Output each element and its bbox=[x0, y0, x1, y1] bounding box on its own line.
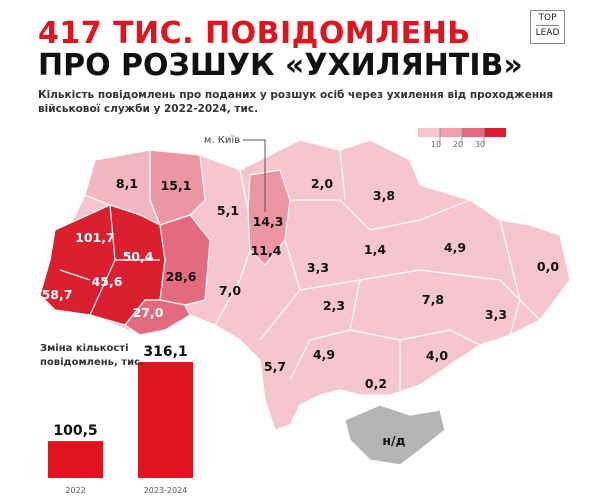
region-kyiv bbox=[247, 169, 291, 266]
region-value-label: 45,6 bbox=[92, 274, 123, 289]
legend-swatch bbox=[418, 128, 440, 137]
bar-category-label: 2022 bbox=[65, 486, 85, 495]
kyiv-callout-line bbox=[243, 139, 266, 212]
region-value-label: 101,7 bbox=[75, 230, 115, 245]
bar-2022 bbox=[48, 441, 103, 478]
legend-tick-label: 30 bbox=[475, 140, 485, 149]
region-border bbox=[59, 269, 91, 281]
bar-category-label: 2023-2024 bbox=[144, 486, 188, 495]
region-value-label: 4,0 bbox=[426, 348, 448, 363]
logo-top: TOP bbox=[538, 13, 557, 23]
region-value-label: 28,6 bbox=[166, 269, 197, 284]
region-chernivtsi bbox=[124, 299, 191, 336]
legend: 10 20 30 bbox=[418, 128, 506, 149]
region-value-label: н/д bbox=[382, 433, 405, 448]
subtitle: Кількість повідомлень про поданих у розш… bbox=[38, 89, 554, 115]
region-value-label: 58,7 bbox=[42, 287, 73, 302]
region-border bbox=[290, 199, 471, 231]
region-value-label: 3,3 bbox=[485, 307, 507, 322]
region-value-label: 7,8 bbox=[422, 292, 444, 307]
bar-2023-2024 bbox=[138, 362, 193, 478]
region-value-label: 2,3 bbox=[323, 298, 345, 313]
region-value-label: 0,0 bbox=[537, 259, 559, 274]
bar-chart-title: Зміна кількості повідомлень, тис. bbox=[40, 343, 144, 368]
region-value-label: 14,3 bbox=[253, 214, 284, 229]
top-lead-logo: TOP LEAD bbox=[530, 10, 565, 44]
region-value-label: 8,1 bbox=[116, 176, 138, 191]
region-value-label: 50,4 bbox=[123, 249, 154, 264]
region-value-label: 4,9 bbox=[444, 240, 466, 255]
region-value-label: 3,8 bbox=[373, 188, 395, 203]
region-border bbox=[349, 329, 481, 346]
region-value-label: 2,0 bbox=[311, 176, 333, 191]
region-border bbox=[339, 149, 346, 201]
logo-bottom: LEAD bbox=[535, 28, 560, 38]
region-border bbox=[499, 219, 521, 336]
region-value-label: 27,0 bbox=[133, 305, 164, 320]
region-value-label: 1,4 bbox=[364, 242, 386, 257]
bar-value-label: 316,1 bbox=[143, 344, 187, 360]
legend-tick-label: 20 bbox=[453, 140, 463, 149]
legend-swatch bbox=[484, 128, 506, 137]
legend-swatch bbox=[440, 128, 462, 137]
region-value-label: 15,1 bbox=[161, 178, 192, 193]
region-value-label: 0,2 bbox=[365, 376, 387, 391]
legend-swatch bbox=[462, 128, 484, 137]
headline-line-2: ПРО РОЗШУК «УХИЛЯНТІВ» bbox=[38, 48, 523, 83]
region-border bbox=[299, 269, 541, 321]
region-value-label: 11,4 bbox=[251, 243, 282, 258]
region-value-label: 5,1 bbox=[217, 203, 239, 218]
kyiv-callout-label: м. Київ bbox=[204, 135, 240, 146]
region-value-label: 4,9 bbox=[313, 347, 335, 362]
legend-tick-label: 10 bbox=[431, 140, 441, 149]
region-value-label: 7,0 bbox=[219, 283, 241, 298]
region-khmelnytskyi bbox=[159, 214, 211, 306]
region-value-label: 5,7 bbox=[264, 359, 286, 374]
region-border bbox=[289, 279, 361, 381]
bar-value-label: 100,5 bbox=[53, 423, 97, 439]
region-value-label: 3,3 bbox=[307, 260, 329, 275]
region-crimea bbox=[344, 404, 446, 466]
headline-line-1: 417 ТИС. ПОВІДОМЛЕНЬ bbox=[38, 16, 471, 51]
